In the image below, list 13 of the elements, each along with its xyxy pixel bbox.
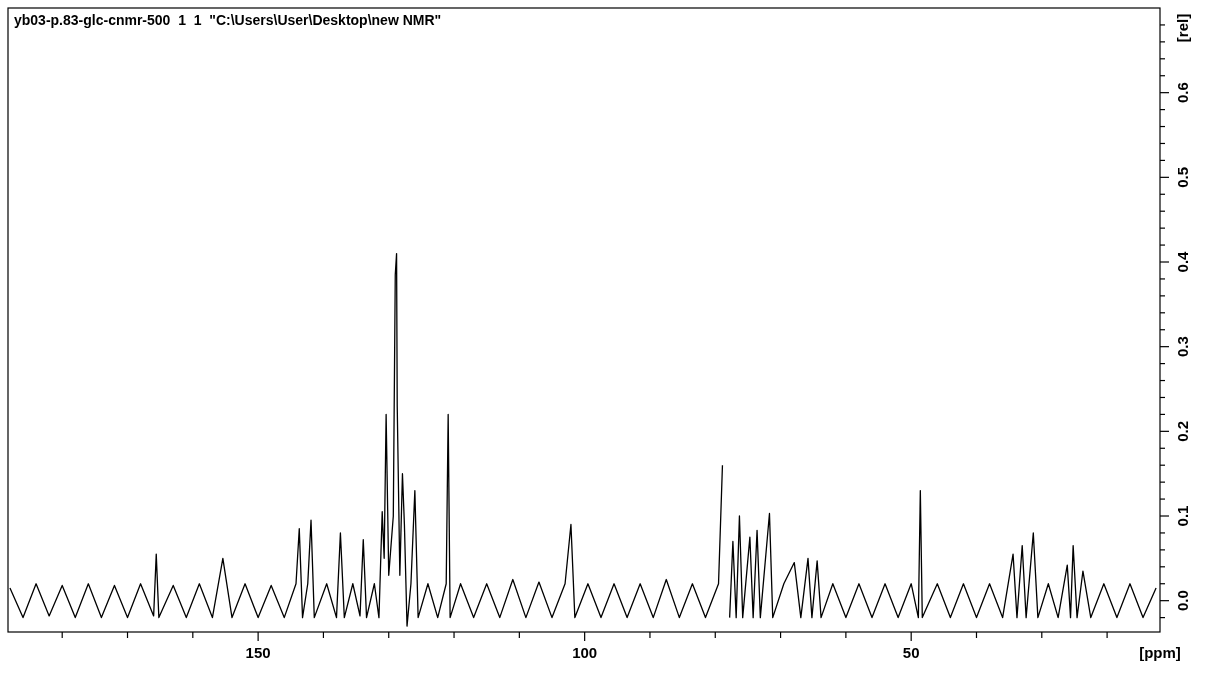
- x-tick-label: 50: [902, 644, 920, 661]
- y-tick-label: 0.5: [1174, 166, 1191, 188]
- x-tick-label: 150: [245, 644, 271, 661]
- x-tick-label: 100: [572, 644, 598, 661]
- y-tick-label: 0.3: [1174, 336, 1191, 358]
- y-tick-label: 0.1: [1174, 505, 1191, 527]
- y-tick-label: 0.6: [1174, 82, 1191, 104]
- y-axis-title: [rel]: [1174, 13, 1191, 43]
- chart-title: yb03-p.83-glc-cnmr-500 1 1 "C:\Users\User\Desktop\new NMR": [14, 12, 442, 28]
- y-tick-label: 0.0: [1174, 590, 1191, 612]
- y-tick-label: 0.2: [1174, 420, 1191, 442]
- y-tick-label: 0.4: [1174, 250, 1191, 273]
- x-axis-title: [ppm]: [1139, 644, 1181, 661]
